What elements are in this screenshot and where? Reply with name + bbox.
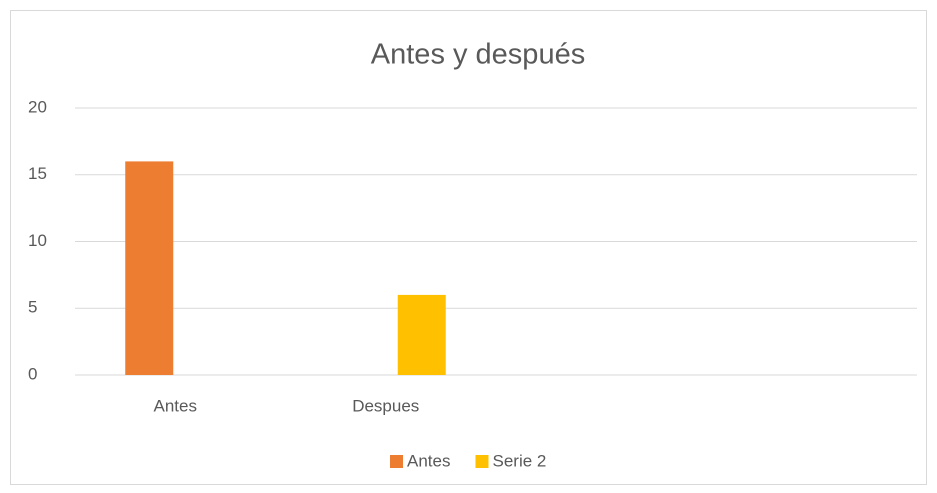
x-tick-label: Despues (352, 396, 419, 415)
y-tick-label: 0 (28, 364, 37, 383)
bar (125, 161, 174, 375)
bar (397, 294, 446, 375)
legend-swatch (390, 455, 403, 468)
legend-label: Antes (407, 451, 450, 470)
y-tick-label: 5 (28, 298, 37, 317)
legend-swatch (475, 455, 489, 468)
legend-label: Serie 2 (492, 451, 546, 470)
chart-title: Antes y después (371, 39, 585, 71)
y-tick-label: 15 (28, 164, 47, 183)
y-tick-label: 20 (28, 97, 47, 116)
x-tick-label: Antes (154, 396, 197, 415)
y-tick-label: 10 (28, 231, 47, 250)
